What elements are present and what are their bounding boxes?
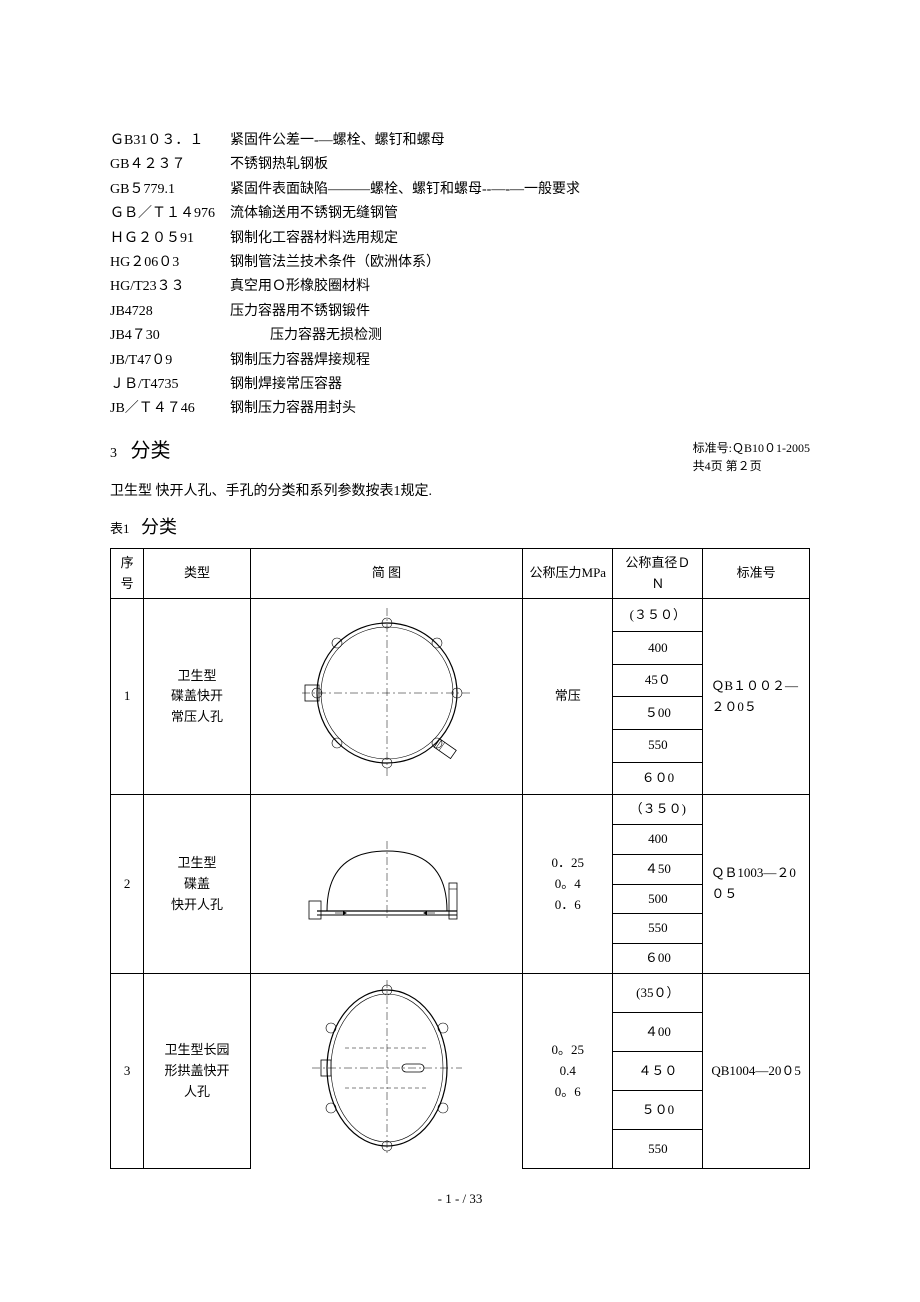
ref-code: ＨＧ２０５91 bbox=[110, 228, 230, 250]
page-info: 共4页 第２页 bbox=[693, 457, 810, 475]
table-row: 3 卫生型长园 形拱盖快开 人孔 bbox=[111, 974, 810, 1013]
ref-code: JB／Ｔ４７46 bbox=[110, 398, 230, 420]
th-diagram: 简 图 bbox=[250, 548, 522, 599]
cell-dn: ４00 bbox=[613, 1013, 703, 1052]
reference-item: HG２06０3 钢制管法兰技术条件（欧洲体系） bbox=[110, 252, 810, 274]
section-title: 3 分类 bbox=[110, 435, 171, 467]
ref-code: JB4７30 bbox=[110, 325, 270, 347]
ref-text: 紧固件公差一-—螺栓、螺钉和螺母 bbox=[230, 130, 810, 152]
ref-code: ＪＢ/T4735 bbox=[110, 374, 230, 396]
cell-index: 1 bbox=[111, 599, 144, 795]
ref-code: HG２06０3 bbox=[110, 252, 230, 274]
ref-text: 钢制压力容器焊接规程 bbox=[230, 350, 810, 372]
cell-diagram bbox=[250, 974, 522, 1169]
reference-item: GB５779.1 紧固件表面缺陷———螺栓、螺钉和螺母--—-—一般要求 bbox=[110, 179, 810, 201]
cell-dn: 500 bbox=[613, 884, 703, 914]
cell-type: 卫生型 碟盖 快开人孔 bbox=[144, 795, 251, 974]
table-header-row: 序号 类型 简 图 公称压力MPa 公称直径ＤＮ 标准号 bbox=[111, 548, 810, 599]
ref-text: 钢制化工容器材料选用规定 bbox=[230, 228, 810, 250]
cell-index: 3 bbox=[111, 974, 144, 1169]
cell-diagram bbox=[250, 795, 522, 974]
references-list: ＧB31０３．１ 紧固件公差一-—螺栓、螺钉和螺母 GB４２３７ 不锈钢热轧钢板… bbox=[110, 130, 810, 421]
reference-item: ＨＧ２０５91 钢制化工容器材料选用规定 bbox=[110, 228, 810, 250]
cell-diagram bbox=[250, 599, 522, 795]
section-header-row: 3 分类 标准号:ＱB10０1-2005 共4页 第２页 bbox=[110, 435, 810, 475]
reference-item: GB４２３７ 不锈钢热轧钢板 bbox=[110, 154, 810, 176]
cell-standard: ＱＢ1003—２0０５ bbox=[703, 795, 810, 974]
section-description: 卫生型 快开人孔、手孔的分类和系列参数按表1规定. bbox=[110, 481, 810, 503]
th-type: 类型 bbox=[144, 548, 251, 599]
page-footer: - 1 - / 33 bbox=[110, 1189, 810, 1210]
cell-dn: （３５０) bbox=[613, 795, 703, 825]
diagram-dome-side-icon bbox=[287, 821, 487, 941]
diagram-oval-top-icon bbox=[287, 978, 487, 1158]
table-row: 1 卫生型 碟盖快开 常压人孔 bbox=[111, 599, 810, 632]
cell-dn: (３５０） bbox=[613, 599, 703, 632]
ref-text: 压力容器无损检测 bbox=[270, 325, 810, 347]
table-title: 表1 分类 bbox=[110, 513, 810, 542]
cell-dn: 550 bbox=[613, 914, 703, 944]
ref-text: 紧固件表面缺陷———螺栓、螺钉和螺母--—-—一般要求 bbox=[230, 179, 810, 201]
cell-standard: QB1004—20０5 bbox=[703, 974, 810, 1169]
cell-dn: ６０0 bbox=[613, 762, 703, 795]
reference-item: JB／Ｔ４７46 钢制压力容器用封头 bbox=[110, 398, 810, 420]
cell-dn: (35０） bbox=[613, 974, 703, 1013]
cell-standard: ＱB１００２—２０0５ bbox=[703, 599, 810, 795]
ref-text: 流体输送用不锈钢无缝钢管 bbox=[230, 203, 810, 225]
reference-item: ＧＢ／Ｔ１４976 流体输送用不锈钢无缝钢管 bbox=[110, 203, 810, 225]
ref-code: HG/T23３３ bbox=[110, 276, 230, 298]
reference-item: ＧB31０３．１ 紧固件公差一-—螺栓、螺钉和螺母 bbox=[110, 130, 810, 152]
th-index: 序号 bbox=[111, 548, 144, 599]
ref-code: JB4728 bbox=[110, 301, 230, 323]
standard-meta: 标准号:ＱB10０1-2005 共4页 第２页 bbox=[693, 439, 810, 475]
reference-item: JB4728 压力容器用不锈钢锻件 bbox=[110, 301, 810, 323]
cell-dn: ４５０ bbox=[613, 1052, 703, 1091]
section-number: 3 bbox=[110, 446, 117, 461]
cell-dn: 45０ bbox=[613, 664, 703, 697]
ref-code: GB４２３７ bbox=[110, 154, 230, 176]
ref-text: 钢制压力容器用封头 bbox=[230, 398, 810, 420]
cell-pressure: 0。25 0.4 0。6 bbox=[523, 974, 613, 1169]
standard-id: 标准号:ＱB10０1-2005 bbox=[693, 439, 810, 457]
cell-dn: 550 bbox=[613, 1130, 703, 1169]
reference-item: ＪＢ/T4735 钢制焊接常压容器 bbox=[110, 374, 810, 396]
ref-text: 真空用Ｏ形橡胶圈材料 bbox=[230, 276, 810, 298]
table-number: 表1 bbox=[110, 521, 130, 536]
cell-pressure: 0．25 0。4 0．6 bbox=[523, 795, 613, 974]
reference-item: JB/T47０9 钢制压力容器焊接规程 bbox=[110, 350, 810, 372]
ref-code: ＧＢ／Ｔ１４976 bbox=[110, 203, 230, 225]
ref-code: ＧB31０３．１ bbox=[110, 130, 230, 152]
th-pressure: 公称压力MPa bbox=[523, 548, 613, 599]
th-dn: 公称直径ＤＮ bbox=[613, 548, 703, 599]
cell-pressure: 常压 bbox=[523, 599, 613, 795]
cell-index: 2 bbox=[111, 795, 144, 974]
cell-dn: 550 bbox=[613, 729, 703, 762]
diagram-circle-top-icon bbox=[287, 603, 487, 783]
cell-dn: 400 bbox=[613, 632, 703, 665]
ref-code: GB５779.1 bbox=[110, 179, 230, 201]
section-heading: 分类 bbox=[131, 440, 171, 462]
cell-dn: ６00 bbox=[613, 944, 703, 974]
ref-text: 压力容器用不锈钢锻件 bbox=[230, 301, 810, 323]
th-standard: 标准号 bbox=[703, 548, 810, 599]
table-row: 2 卫生型 碟盖 快开人孔 bbox=[111, 795, 810, 825]
classification-table: 序号 类型 简 图 公称压力MPa 公称直径ＤＮ 标准号 1 卫生型 碟盖快开 … bbox=[110, 548, 810, 1169]
cell-type: 卫生型 碟盖快开 常压人孔 bbox=[144, 599, 251, 795]
ref-text: 钢制管法兰技术条件（欧洲体系） bbox=[230, 252, 810, 274]
reference-item: HG/T23３３ 真空用Ｏ形橡胶圈材料 bbox=[110, 276, 810, 298]
cell-dn: ４50 bbox=[613, 854, 703, 884]
ref-code: JB/T47０9 bbox=[110, 350, 230, 372]
table-heading: 分类 bbox=[141, 517, 177, 537]
ref-text: 不锈钢热轧钢板 bbox=[230, 154, 810, 176]
reference-item: JB4７30 压力容器无损检测 bbox=[110, 325, 810, 347]
cell-dn: 400 bbox=[613, 825, 703, 855]
cell-dn: ５00 bbox=[613, 697, 703, 730]
cell-type: 卫生型长园 形拱盖快开 人孔 bbox=[144, 974, 251, 1169]
cell-dn: ５０0 bbox=[613, 1091, 703, 1130]
ref-text: 钢制焊接常压容器 bbox=[230, 374, 810, 396]
